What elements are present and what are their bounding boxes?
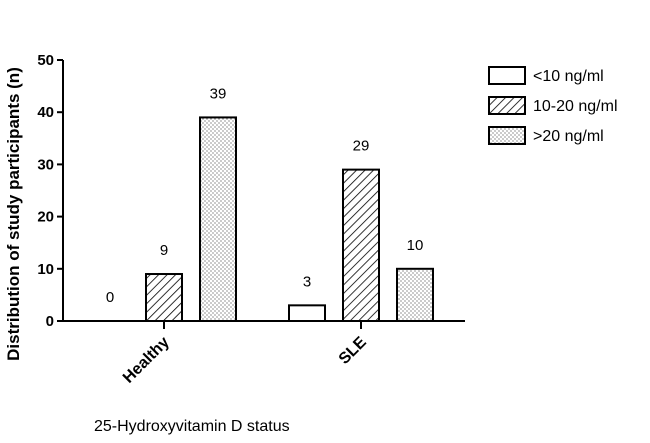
legend-label: >20 ng/ml [533,128,604,145]
y-tick-label: 20 [37,209,54,226]
bar [288,304,326,322]
data-label: 39 [210,85,227,102]
x-tick-label: Healthy [120,334,173,387]
x-tick-label: SLE [336,334,370,368]
y-tick-label: 10 [37,261,54,278]
legend: <10 ng/ml 10-20 ng/ml >20 ng/ml [488,66,618,145]
bar [396,267,434,322]
bar [199,116,237,322]
y-tick-label: 40 [37,104,54,121]
data-label: 9 [160,242,168,259]
y-tick-label: 30 [37,156,54,173]
bars [145,116,434,322]
data-label: 10 [407,237,424,254]
legend-swatch [488,126,526,145]
data-label: 29 [353,138,370,155]
data-label: 0 [106,289,114,306]
y-tick-label: 0 [46,313,54,330]
y-axis-label: Distribution of study participants (n) [4,67,23,361]
legend-swatch [488,66,526,85]
legend-swatch [488,96,526,115]
legend-label: <10 ng/ml [533,68,604,85]
x-axis-label: 25-Hydroxyvitamin D status [94,418,290,435]
y-tick-label: 50 [37,52,54,69]
bar [145,273,183,322]
data-label: 3 [303,273,311,290]
bar [342,168,380,322]
legend-label: 10-20 ng/ml [533,98,618,115]
